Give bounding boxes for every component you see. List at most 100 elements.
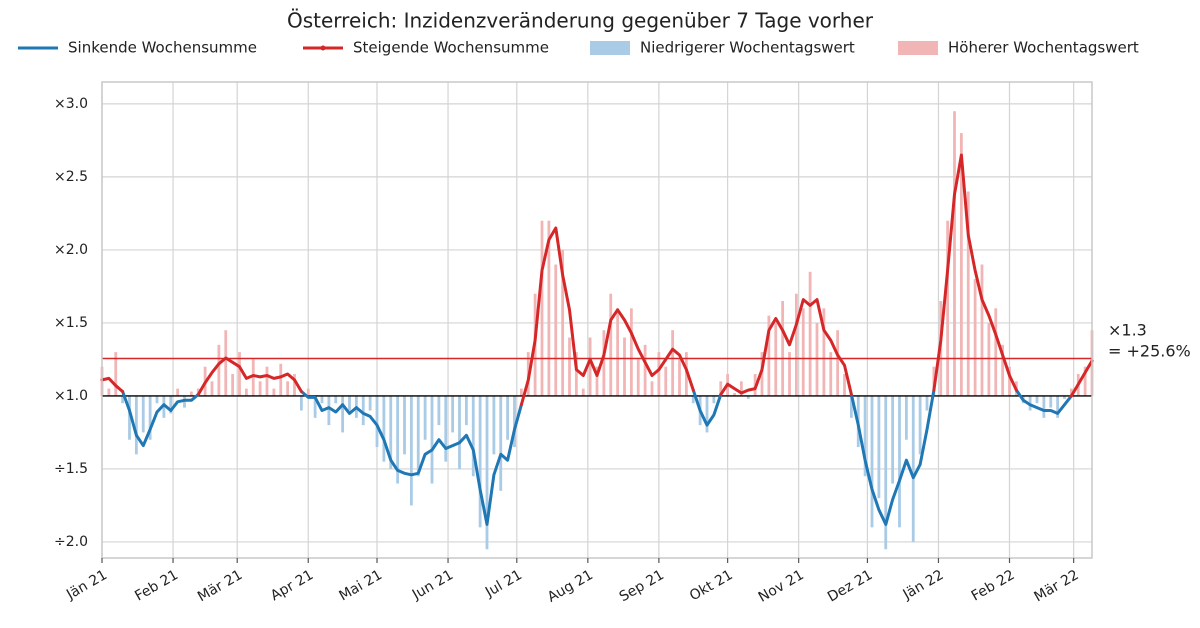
bar (485, 395, 489, 550)
bar (980, 264, 984, 396)
bar (801, 308, 805, 396)
bar (794, 293, 798, 396)
bar (313, 395, 317, 418)
bar (451, 395, 455, 433)
bar (1035, 395, 1039, 404)
bar (891, 395, 895, 484)
bar (478, 395, 482, 528)
bar (437, 395, 441, 426)
bar (836, 330, 840, 396)
bar (409, 395, 413, 506)
bar (678, 359, 681, 396)
bar (1056, 395, 1060, 418)
y-tick-label: ×2.0 (54, 242, 88, 258)
bar (808, 271, 812, 396)
bar (540, 220, 544, 396)
bar (911, 395, 915, 542)
bar (334, 395, 338, 404)
bar (1063, 395, 1066, 399)
bar (375, 395, 379, 448)
bar (588, 337, 592, 396)
bar (849, 395, 853, 418)
bar (966, 191, 970, 396)
bar (148, 395, 152, 440)
bar (781, 301, 785, 396)
bar (464, 395, 468, 426)
annotation: = +25.6% (1108, 342, 1191, 361)
bar (492, 395, 496, 455)
bar (471, 395, 475, 477)
bar (1008, 366, 1011, 396)
bar (299, 395, 303, 411)
bar (664, 366, 668, 396)
bar (114, 352, 118, 396)
bar (884, 395, 888, 550)
bar (602, 330, 606, 396)
bar (643, 344, 647, 396)
bar (341, 395, 345, 433)
bar (141, 395, 145, 433)
bar (733, 393, 736, 396)
bar (416, 395, 420, 477)
annotation: ×1.3 (1108, 321, 1147, 340)
y-tick-label: ×3.0 (54, 96, 88, 112)
bar (609, 293, 613, 396)
bar (272, 388, 276, 396)
bar (1083, 366, 1087, 396)
bar (244, 388, 248, 396)
bar (251, 359, 255, 396)
bar (238, 352, 241, 396)
bar (279, 363, 283, 396)
chart-title: Österreich: Inzidenzveränderung gegenübe… (287, 9, 874, 33)
bar (904, 395, 908, 440)
reference (102, 357, 1092, 397)
bar (389, 395, 393, 469)
bar (519, 388, 523, 396)
bar (650, 381, 654, 396)
bar (788, 352, 791, 396)
y-tick-label: ÷2.0 (54, 534, 88, 550)
legend-swatch (590, 41, 630, 55)
legend-label: Sinkende Wochensumme (68, 39, 257, 57)
bar (973, 279, 977, 396)
bar (306, 388, 310, 396)
bar (561, 249, 565, 396)
bar (210, 381, 214, 396)
bar (953, 111, 956, 396)
bar (657, 352, 661, 396)
line (121, 388, 1073, 526)
plot-frame (101, 81, 1093, 559)
y-tick-label: ×2.5 (54, 169, 88, 185)
bar (444, 395, 448, 462)
bar (403, 395, 406, 455)
bar (134, 395, 138, 455)
bar (946, 220, 950, 396)
bar (327, 395, 331, 426)
legend-swatch (898, 41, 938, 55)
bar (382, 395, 386, 462)
bar (822, 308, 826, 396)
bar (760, 352, 764, 396)
bar (1001, 344, 1005, 396)
bar (169, 395, 173, 414)
y-tick-label: ×1.5 (54, 315, 88, 331)
bar (458, 395, 461, 469)
line (100, 153, 1094, 407)
legend-label: Niedrigerer Wochentagswert (640, 39, 855, 57)
bar (368, 395, 372, 411)
bar (499, 395, 503, 491)
bar (1069, 388, 1073, 396)
bar (739, 381, 743, 396)
bar (107, 388, 111, 396)
bar (574, 352, 578, 396)
bar (629, 308, 633, 396)
bar (258, 381, 262, 396)
bar (705, 395, 709, 433)
bar (898, 395, 901, 528)
bar (554, 264, 558, 396)
bar (513, 395, 516, 448)
bar (746, 395, 750, 399)
bar (423, 395, 427, 440)
legend-label: Steigende Wochensumme (353, 39, 549, 57)
